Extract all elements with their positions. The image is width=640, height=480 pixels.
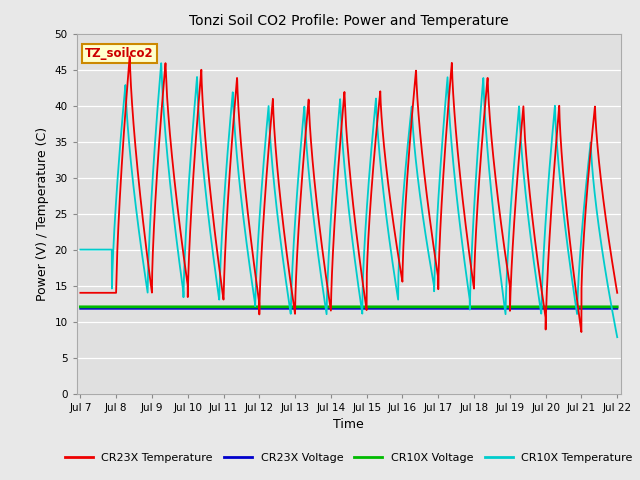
Text: TZ_soilco2: TZ_soilco2 — [85, 47, 154, 60]
Legend: CR23X Temperature, CR23X Voltage, CR10X Voltage, CR10X Temperature: CR23X Temperature, CR23X Voltage, CR10X … — [60, 448, 637, 467]
Y-axis label: Power (V) / Temperature (C): Power (V) / Temperature (C) — [36, 127, 49, 300]
X-axis label: Time: Time — [333, 418, 364, 431]
Title: Tonzi Soil CO2 Profile: Power and Temperature: Tonzi Soil CO2 Profile: Power and Temper… — [189, 14, 509, 28]
